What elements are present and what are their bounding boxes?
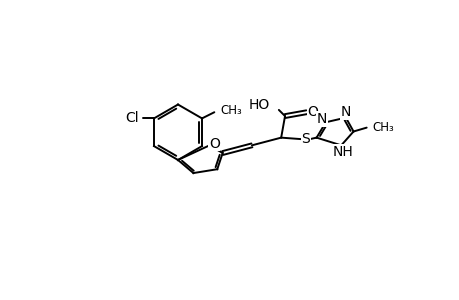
- Text: Cl: Cl: [125, 111, 139, 125]
- Text: N: N: [316, 112, 326, 126]
- Text: N: N: [340, 105, 350, 119]
- Text: CH₃: CH₃: [372, 121, 394, 134]
- Text: O: O: [208, 137, 219, 151]
- Text: O: O: [307, 105, 318, 119]
- Text: S: S: [301, 132, 309, 146]
- Text: CH₃: CH₃: [220, 104, 242, 117]
- Text: NH: NH: [332, 145, 353, 158]
- Text: HO: HO: [248, 98, 269, 112]
